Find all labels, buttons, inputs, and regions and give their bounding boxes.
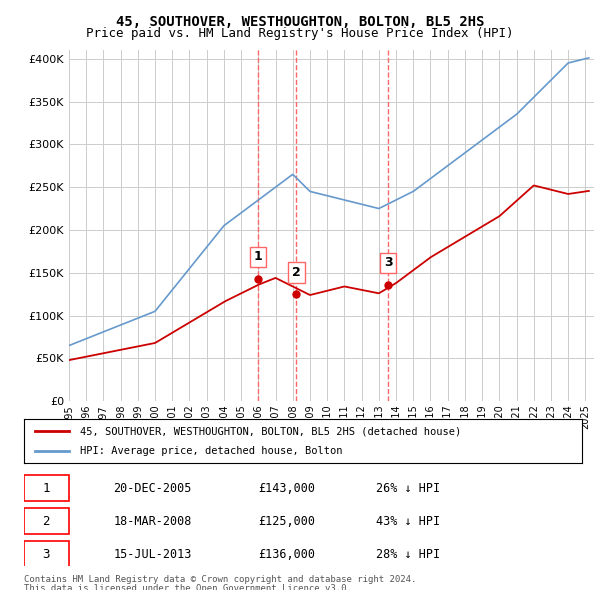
Text: 28% ↓ HPI: 28% ↓ HPI xyxy=(376,548,440,561)
Text: 1: 1 xyxy=(43,481,50,494)
Text: 43% ↓ HPI: 43% ↓ HPI xyxy=(376,514,440,528)
Text: 20-DEC-2005: 20-DEC-2005 xyxy=(113,481,191,494)
Text: 1: 1 xyxy=(253,250,262,263)
Text: HPI: Average price, detached house, Bolton: HPI: Average price, detached house, Bolt… xyxy=(80,446,342,455)
Text: 2: 2 xyxy=(43,514,50,528)
Text: 26% ↓ HPI: 26% ↓ HPI xyxy=(376,481,440,494)
Text: 3: 3 xyxy=(384,256,392,270)
Text: 15-JUL-2013: 15-JUL-2013 xyxy=(113,548,191,561)
Text: This data is licensed under the Open Government Licence v3.0.: This data is licensed under the Open Gov… xyxy=(24,584,352,590)
Text: £125,000: £125,000 xyxy=(259,514,316,528)
Text: £143,000: £143,000 xyxy=(259,481,316,494)
Text: Contains HM Land Registry data © Crown copyright and database right 2024.: Contains HM Land Registry data © Crown c… xyxy=(24,575,416,584)
Text: 45, SOUTHOVER, WESTHOUGHTON, BOLTON, BL5 2HS (detached house): 45, SOUTHOVER, WESTHOUGHTON, BOLTON, BL5… xyxy=(80,427,461,436)
FancyBboxPatch shape xyxy=(24,508,68,535)
Text: £136,000: £136,000 xyxy=(259,548,316,561)
Text: 45, SOUTHOVER, WESTHOUGHTON, BOLTON, BL5 2HS: 45, SOUTHOVER, WESTHOUGHTON, BOLTON, BL5… xyxy=(116,15,484,29)
Text: Price paid vs. HM Land Registry's House Price Index (HPI): Price paid vs. HM Land Registry's House … xyxy=(86,27,514,40)
FancyBboxPatch shape xyxy=(24,475,68,501)
FancyBboxPatch shape xyxy=(24,542,68,568)
Text: 18-MAR-2008: 18-MAR-2008 xyxy=(113,514,191,528)
Text: 3: 3 xyxy=(43,548,50,561)
Text: 2: 2 xyxy=(292,266,301,278)
